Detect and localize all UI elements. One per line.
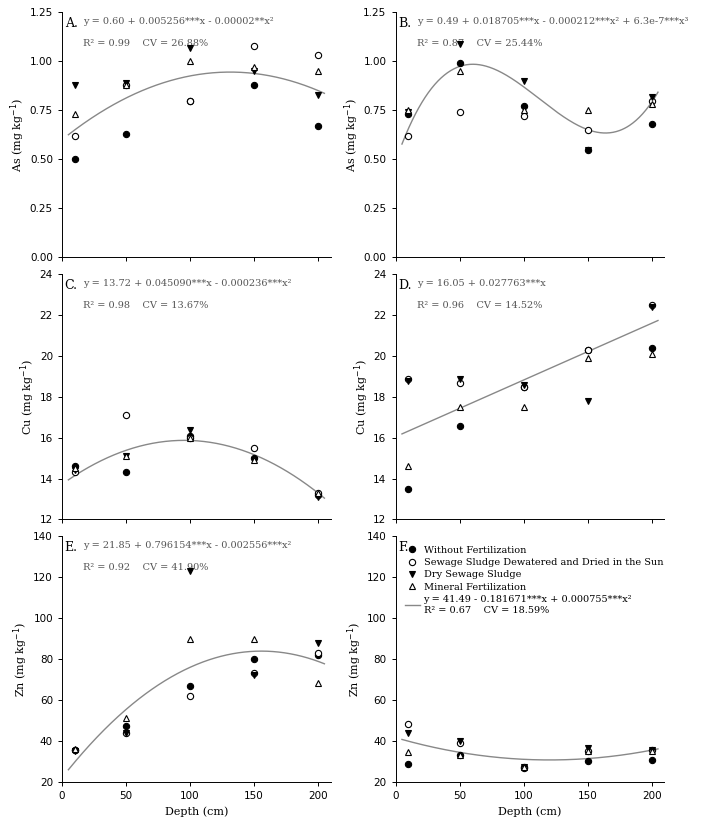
- Text: y = 13.72 + 0.045090***x - 0.000236***x²: y = 13.72 + 0.045090***x - 0.000236***x²: [83, 280, 292, 288]
- Text: y = 21.85 + 0.796154***x - 0.002556***x²: y = 21.85 + 0.796154***x - 0.002556***x²: [83, 541, 292, 550]
- Text: B.: B.: [399, 17, 411, 31]
- X-axis label: Depth (cm): Depth (cm): [165, 806, 228, 817]
- Text: C.: C.: [65, 280, 78, 292]
- Text: F.: F.: [399, 541, 409, 554]
- Text: R² = 0.98    CV = 13.67%: R² = 0.98 CV = 13.67%: [83, 301, 209, 310]
- Text: y = 0.60 + 0.005256***x - 0.00002**x²: y = 0.60 + 0.005256***x - 0.00002**x²: [83, 17, 274, 26]
- Text: R² = 0.87    CV = 25.44%: R² = 0.87 CV = 25.44%: [417, 40, 543, 49]
- Y-axis label: As (mg kg$^{-1}$): As (mg kg$^{-1}$): [342, 98, 361, 172]
- Text: A.: A.: [65, 17, 78, 31]
- Text: y = 16.05 + 0.027763***x: y = 16.05 + 0.027763***x: [417, 280, 546, 288]
- Text: R² = 0.96    CV = 14.52%: R² = 0.96 CV = 14.52%: [417, 301, 543, 310]
- Text: E.: E.: [65, 541, 78, 554]
- Y-axis label: As (mg kg$^{-1}$): As (mg kg$^{-1}$): [9, 98, 27, 172]
- X-axis label: Depth (cm): Depth (cm): [498, 806, 562, 817]
- Y-axis label: Cu (mg kg$^{-1}$): Cu (mg kg$^{-1}$): [19, 359, 37, 435]
- Y-axis label: Zn (mg kg$^{-1}$): Zn (mg kg$^{-1}$): [12, 621, 31, 696]
- Text: D.: D.: [399, 280, 411, 292]
- Legend: Without Fertilization, Sewage Sludge Dewatered and Dried in the Sun, Dry Sewage : Without Fertilization, Sewage Sludge Dew…: [403, 544, 665, 616]
- Y-axis label: Cu (mg kg$^{-1}$): Cu (mg kg$^{-1}$): [352, 359, 371, 435]
- Text: y = 0.49 + 0.018705***x - 0.000212***x² + 6.3e-7***x³: y = 0.49 + 0.018705***x - 0.000212***x² …: [417, 17, 689, 26]
- Text: R² = 0.92    CV = 41.90%: R² = 0.92 CV = 41.90%: [83, 563, 209, 573]
- Text: R² = 0.99    CV = 26.88%: R² = 0.99 CV = 26.88%: [83, 40, 209, 49]
- Y-axis label: Zn (mg kg$^{-1}$): Zn (mg kg$^{-1}$): [345, 621, 364, 696]
